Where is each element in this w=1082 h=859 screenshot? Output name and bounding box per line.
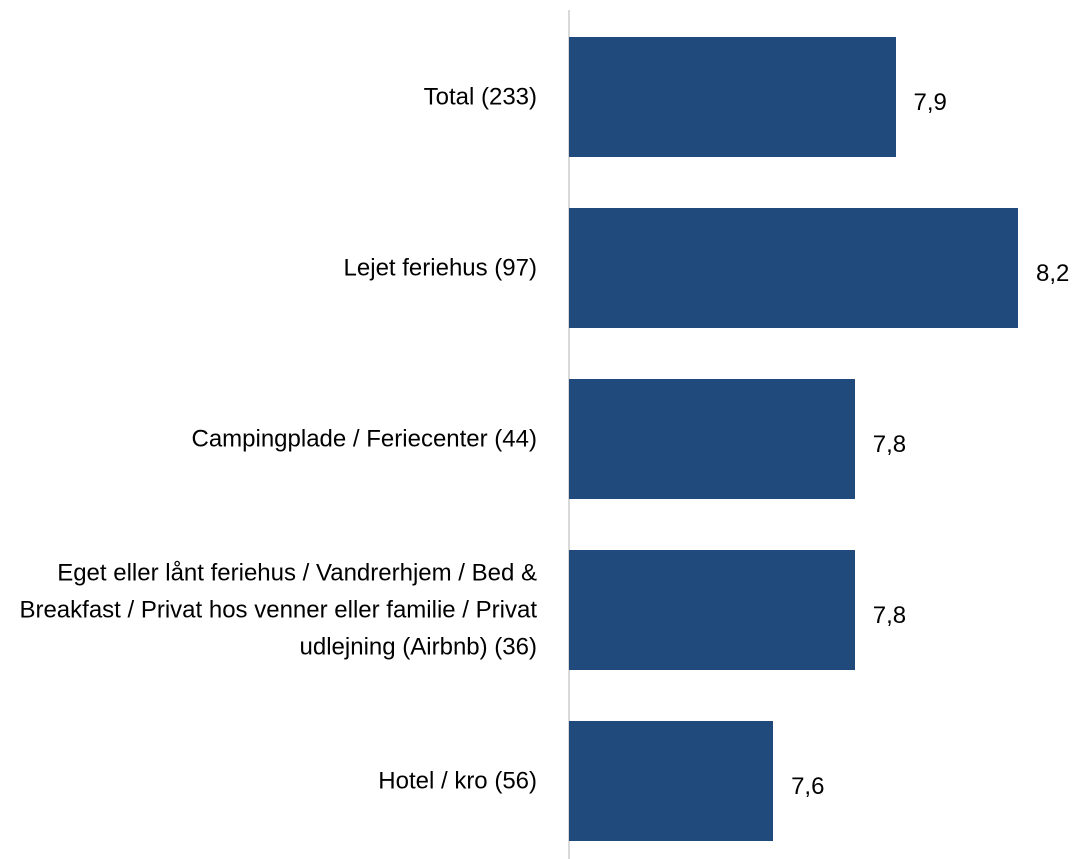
- value-label: 7,8: [872, 431, 907, 458]
- bar: [569, 550, 855, 670]
- bar: [569, 208, 1018, 328]
- value-label: 7,9: [913, 89, 947, 116]
- bar: [569, 721, 774, 841]
- category-label: Hotel / kro (56): [378, 767, 537, 795]
- bar: [569, 37, 896, 157]
- bar: [569, 379, 855, 499]
- category-label: Eget eller lånt feriehus / Vandrerhjem /…: [19, 559, 537, 661]
- category-label: Campingplade / Feriecenter (44): [191, 425, 537, 453]
- value-label: 7,8: [872, 602, 907, 629]
- value-label: 7,6: [791, 773, 825, 800]
- value-label: 8,2: [1036, 260, 1070, 287]
- category-label: Lejet feriehus (97): [343, 254, 537, 282]
- category-label: Total (233): [423, 83, 537, 111]
